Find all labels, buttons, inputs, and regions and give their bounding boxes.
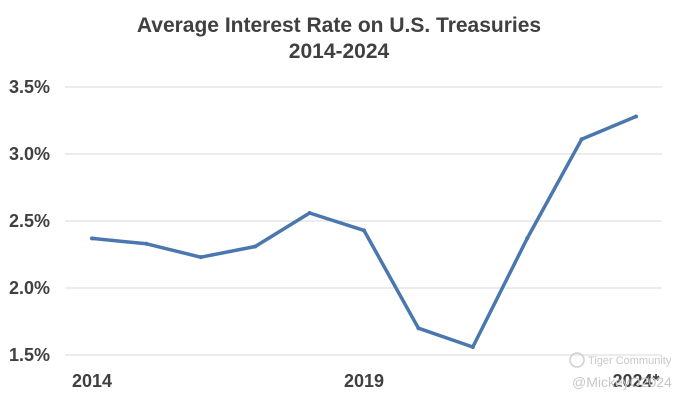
y-tick-label: 2.0% (9, 278, 50, 298)
data-point (307, 210, 312, 215)
chart-title: Average Interest Rate on U.S. Treasuries (137, 14, 541, 37)
data-point (253, 244, 258, 249)
watermark-brand: Tiger Community (588, 355, 672, 367)
data-point (362, 228, 366, 233)
data-point (144, 241, 149, 246)
data-point (198, 255, 203, 260)
data-point (416, 326, 421, 331)
data-point (470, 344, 475, 349)
series-layer (90, 114, 638, 349)
data-point (525, 236, 530, 241)
x-axis-ticks: 2014 2019 2024* (72, 371, 660, 391)
gridlines (65, 86, 662, 356)
watermark-handle: @MickeyO2024 (572, 374, 672, 390)
y-tick-label: 1.5% (9, 345, 50, 365)
y-axis-ticks: 1.5% 2.0% 2.5% 3.0% 3.5% (9, 77, 50, 365)
x-tick-label: 2019 (344, 371, 384, 391)
data-point (634, 114, 638, 119)
tiger-logo-icon (569, 352, 585, 368)
watermark: Tiger Community @MickeyO2024 (569, 352, 672, 390)
y-tick-label: 3.5% (9, 77, 50, 97)
chart-subtitle: 2014-2024 (289, 40, 390, 63)
data-point (90, 236, 94, 241)
data-point (579, 137, 584, 142)
y-tick-label: 2.5% (9, 211, 50, 231)
x-tick-label: 2024* (612, 371, 659, 391)
x-tick-label: 2014 (72, 371, 112, 391)
y-tick-label: 3.0% (9, 144, 50, 164)
